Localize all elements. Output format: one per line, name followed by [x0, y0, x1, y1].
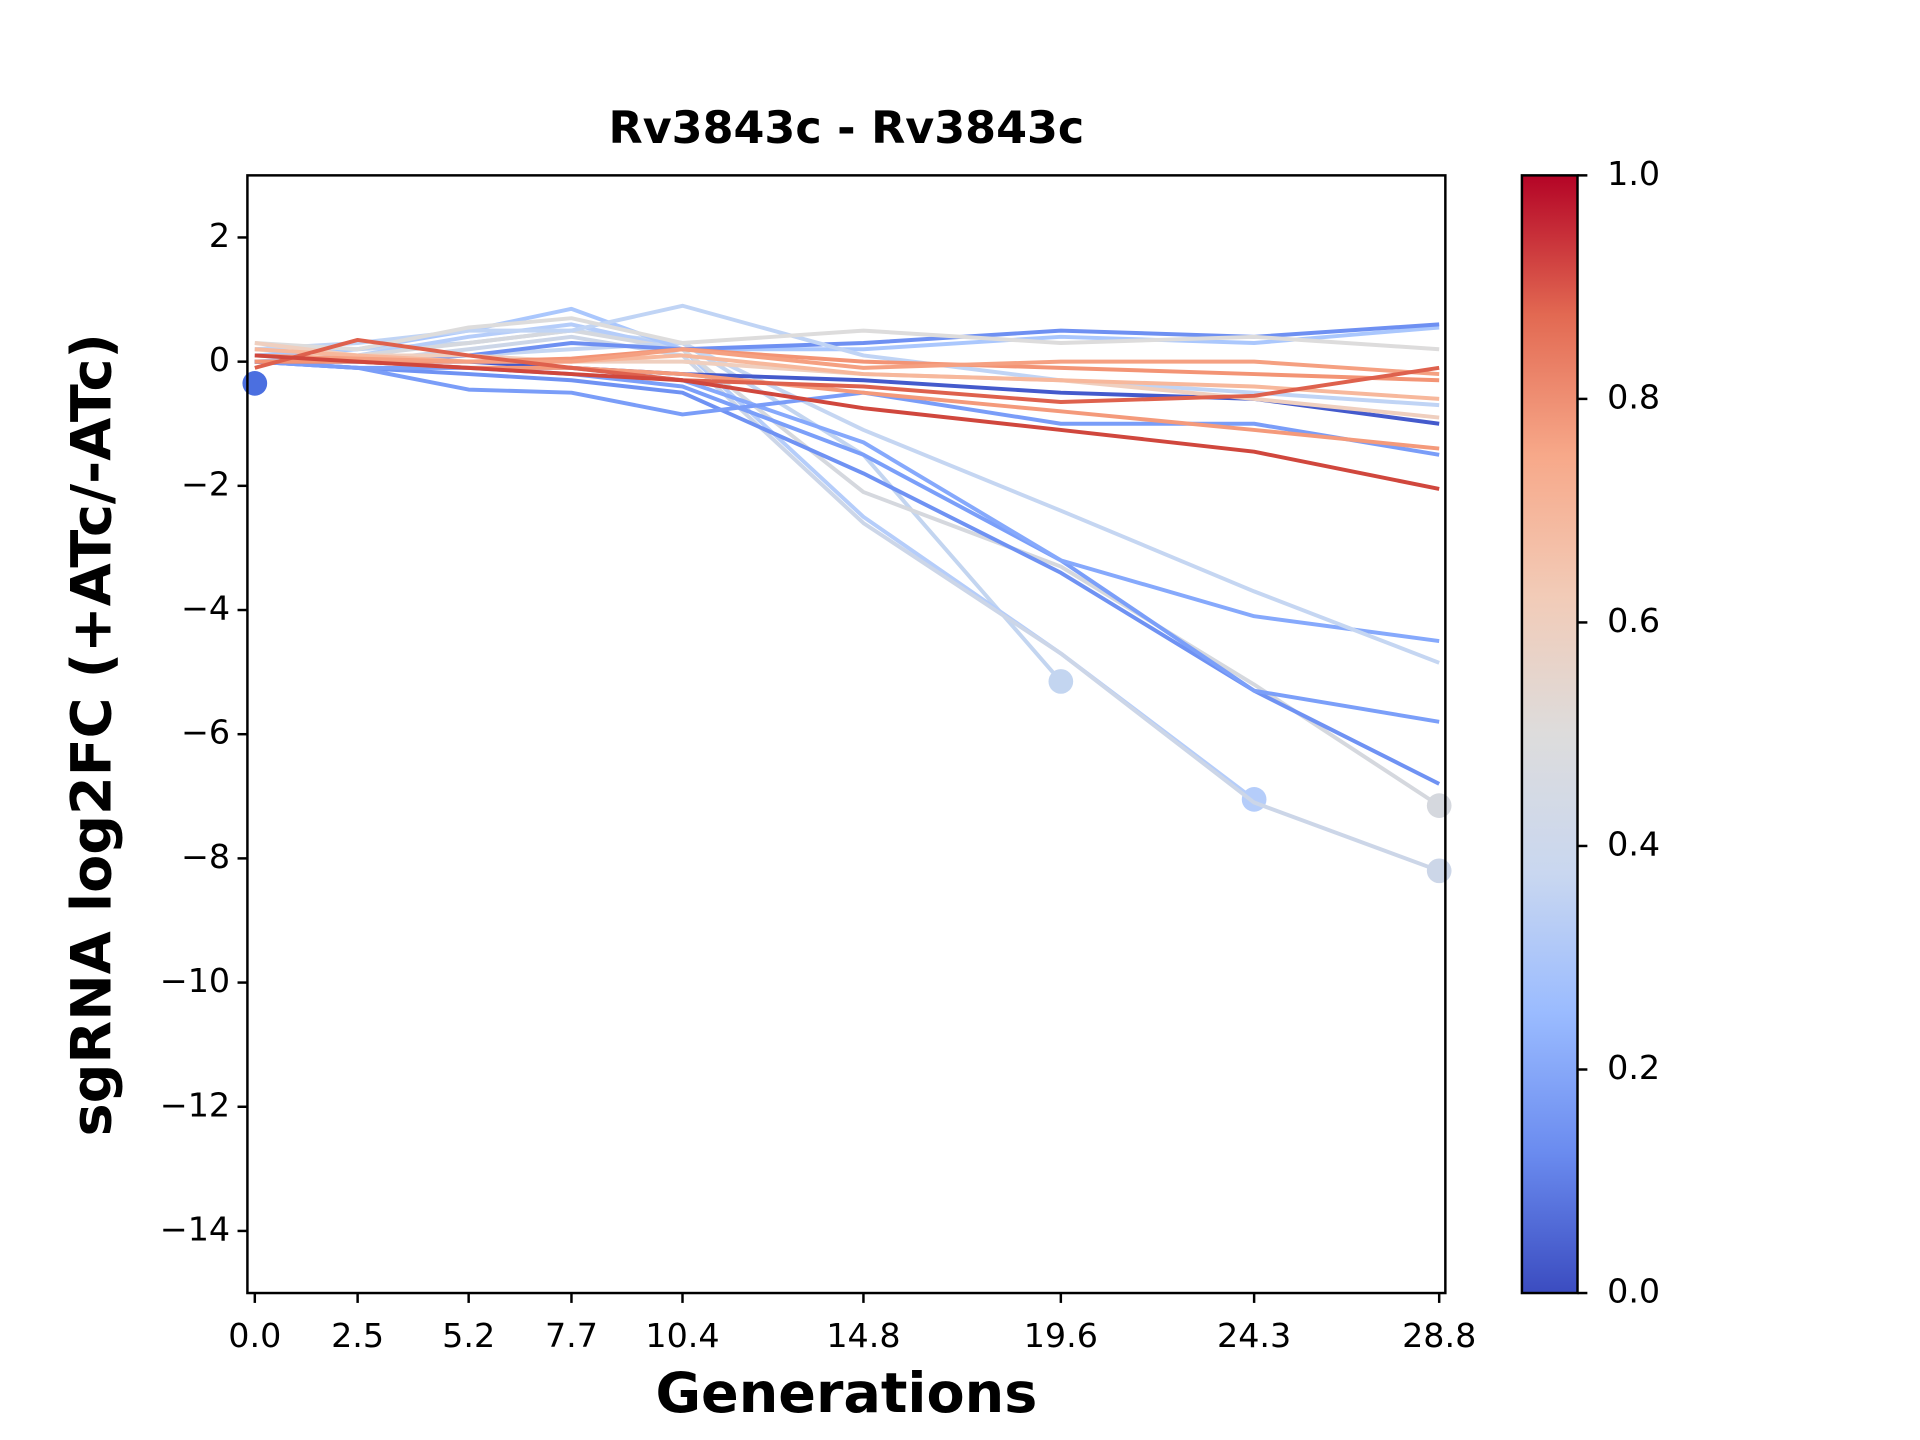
colorbar-tick-label: 0.4	[1607, 824, 1660, 863]
series-marker	[1426, 858, 1452, 884]
x-tick-label: 14.8	[826, 1316, 900, 1355]
colorbar-tick-label: 0.8	[1607, 377, 1660, 416]
chart-title: Rv3843c - Rv3843c	[608, 103, 1084, 154]
y-tick-label: −6	[181, 713, 230, 752]
y-tick-label: −12	[160, 1085, 230, 1124]
y-tick-label: −8	[181, 837, 230, 876]
colorbar	[1520, 174, 1579, 1295]
y-axis-label: sgRNA log2FC (+ATc/-ATc)	[60, 333, 125, 1136]
x-axis-label: Generations	[655, 1361, 1037, 1426]
series-marker	[1241, 787, 1267, 812]
series-marker	[242, 371, 268, 396]
y-tick-label: −4	[181, 589, 230, 628]
colorbar-tick-label: 0.6	[1607, 601, 1660, 640]
x-tick-label: 7.7	[545, 1316, 598, 1355]
series-line	[254, 341, 1440, 420]
y-tick-label: 0	[209, 340, 230, 379]
x-tick-label: 5.2	[442, 1316, 495, 1355]
series-line	[254, 303, 1440, 408]
series-marker	[1048, 669, 1074, 694]
x-tick-label: 24.3	[1217, 1316, 1291, 1355]
y-tick-label: −2	[181, 464, 230, 503]
series-line	[254, 347, 1440, 401]
series-line	[254, 359, 1441, 786]
series-line	[254, 353, 1440, 491]
colorbar-tick-label: 1.0	[1607, 154, 1660, 193]
x-tick-label: 10.4	[645, 1316, 719, 1355]
x-tick-label: 2.5	[331, 1316, 384, 1355]
x-tick-label: 0.0	[228, 1316, 281, 1355]
x-tick-label: 19.6	[1024, 1316, 1098, 1355]
y-tick-label: 2	[209, 216, 230, 255]
x-tick-label: 28.8	[1402, 1316, 1476, 1355]
colorbar-tick-label: 0.2	[1607, 1048, 1660, 1087]
y-tick-label: −10	[160, 961, 230, 1000]
series-line	[254, 347, 1440, 377]
series-line	[254, 316, 1440, 352]
colorbar-tick-label: 0.0	[1607, 1272, 1660, 1311]
y-tick-label: −14	[160, 1209, 230, 1248]
series-line	[254, 359, 1440, 724]
series-marker	[1426, 793, 1452, 818]
